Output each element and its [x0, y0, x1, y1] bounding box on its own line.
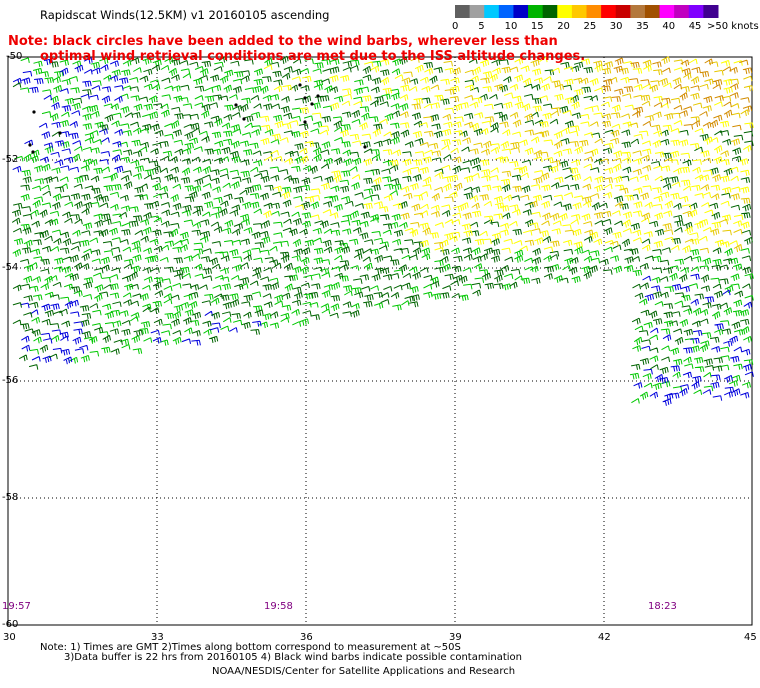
colorbar-swatch — [703, 5, 719, 18]
colorbar-swatch — [674, 5, 690, 18]
lat-label: -52 — [2, 154, 19, 165]
wind-barbs — [11, 55, 754, 406]
lon-label: 42 — [598, 632, 611, 643]
colorbar-swatch — [601, 5, 617, 18]
lat-label: -60 — [2, 619, 19, 630]
contamination-marker — [303, 96, 307, 100]
wind-barb-group — [12, 57, 754, 406]
colorbar-swatch — [688, 5, 704, 18]
colorbar-label: 30 — [609, 21, 623, 32]
contamination-marker — [316, 94, 320, 98]
contamination-marker — [32, 110, 36, 114]
colorbar-label: 10 — [504, 21, 518, 32]
contamination-marker — [234, 103, 238, 107]
map-title: Rapidscat Winds(12.5KM) v1 20160105 asce… — [40, 8, 330, 22]
colorbar-swatch — [615, 5, 631, 18]
contamination-marker — [242, 117, 246, 121]
contamination-marker — [303, 120, 307, 124]
colorbar-label: 0 — [452, 21, 459, 32]
colorbar-swatch — [542, 5, 558, 18]
colorbar-label: >50 knots — [707, 21, 759, 32]
colorbar-swatch — [528, 5, 544, 18]
colorbar-swatch — [571, 5, 587, 18]
map-gridlines — [8, 57, 752, 625]
colorbar-label: 40 — [662, 21, 676, 32]
colorbar-swatch — [659, 5, 675, 18]
plot-border — [7, 56, 753, 626]
wind-barb-group — [11, 55, 754, 374]
contamination-markers — [28, 83, 367, 154]
lon-label: 45 — [744, 632, 757, 643]
time-label: 19:57 — [2, 601, 31, 612]
colorbar-label: 15 — [530, 21, 544, 32]
colorbar-swatch — [455, 5, 471, 18]
contamination-marker — [298, 83, 302, 87]
contamination-marker — [363, 145, 367, 149]
lat-label: -50 — [6, 51, 23, 62]
contamination-marker — [310, 102, 314, 106]
footer-note-2: 3)Data buffer is 22 hrs from 20160105 4)… — [64, 652, 522, 663]
footer-note-1: Note: 1) Times are GMT 2)Times along bot… — [40, 642, 461, 653]
colorbar-label: 5 — [478, 21, 485, 32]
colorbar — [455, 5, 719, 18]
footer-credit: NOAA/NESDIS/Center for Satellite Applica… — [212, 666, 516, 677]
lon-label: 33 — [151, 632, 164, 643]
colorbar-label: 45 — [688, 21, 702, 32]
lon-label: 36 — [300, 632, 313, 643]
colorbar-swatch — [484, 5, 500, 18]
wind-barb-group — [601, 57, 753, 131]
contamination-marker — [28, 143, 32, 147]
colorbar-label: 20 — [557, 21, 570, 32]
colorbar-label: 25 — [583, 21, 597, 32]
colorbar-label: 35 — [636, 21, 649, 32]
wind-barb-group — [12, 57, 754, 404]
contamination-marker — [31, 150, 35, 154]
colorbar-swatch — [513, 5, 529, 18]
colorbar-swatch — [630, 5, 646, 18]
note-line-2: optimal wind retrieval conditions are me… — [40, 49, 586, 64]
colorbar-swatch — [586, 5, 602, 18]
wind-barb-group — [260, 56, 754, 254]
colorbar-swatch — [557, 5, 573, 18]
lon-label: 39 — [449, 632, 462, 643]
lat-label: -54 — [2, 262, 19, 273]
colorbar-swatch — [498, 5, 514, 18]
wind-barb-group — [399, 56, 754, 254]
contamination-marker — [58, 131, 62, 135]
time-label: 19:58 — [264, 601, 293, 612]
lat-label: -58 — [2, 492, 19, 503]
colorbar-swatch — [469, 5, 485, 18]
note-line-1: Note: black circles have been added to t… — [8, 34, 558, 49]
lon-label: 30 — [3, 632, 16, 643]
colorbar-swatch — [644, 5, 661, 18]
time-label: 18:23 — [648, 601, 677, 612]
lat-label: -56 — [2, 375, 19, 386]
